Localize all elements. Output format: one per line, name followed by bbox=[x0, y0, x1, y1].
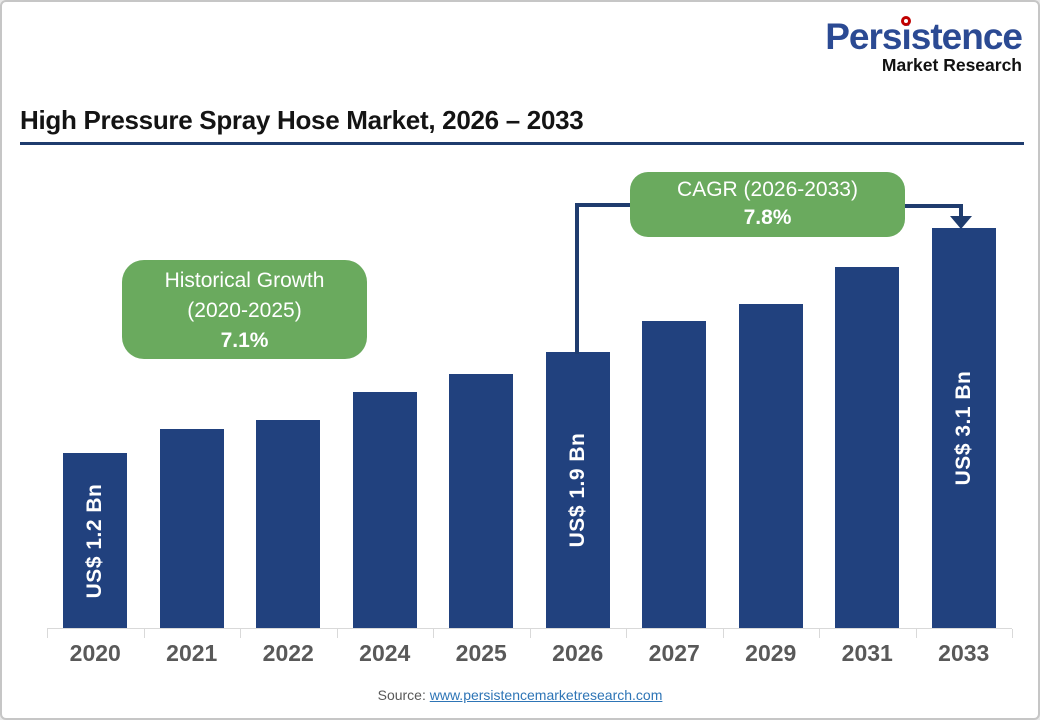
source-link[interactable]: www.persistencemarketresearch.com bbox=[429, 687, 663, 703]
cagr-value: 7.8% bbox=[743, 206, 792, 229]
year-label-2022: 2022 bbox=[262, 640, 314, 666]
axis-tick bbox=[143, 629, 145, 638]
connector-line-left-horizontal bbox=[575, 203, 632, 207]
x-axis-line bbox=[47, 628, 1012, 629]
bar-2020: US$ 1.2 Bn bbox=[63, 453, 128, 628]
source-label: Source: bbox=[377, 687, 430, 703]
year-label-2029: 2029 bbox=[745, 640, 797, 666]
year-label-2021: 2021 bbox=[166, 640, 218, 666]
bar-2021 bbox=[159, 429, 224, 628]
axis-tick bbox=[626, 629, 627, 638]
axis-tick bbox=[529, 629, 531, 638]
year-label-2025: 2025 bbox=[455, 640, 507, 666]
axis-tick bbox=[240, 629, 241, 638]
bar-2029 bbox=[738, 304, 803, 628]
bar-value-label-2033: US$ 3.1 Bn bbox=[951, 370, 975, 486]
axis-tick bbox=[1012, 629, 1013, 638]
brand-logo: Persistence Market Research bbox=[825, 16, 1023, 75]
connector-line-right-horizontal bbox=[903, 204, 963, 208]
connector-line-right-vertical bbox=[959, 204, 963, 217]
page-title: High Pressure Spray Hose Market, 2026 – … bbox=[20, 105, 584, 135]
bar-2033: US$ 3.1 Bn bbox=[931, 228, 996, 628]
title-underline bbox=[20, 142, 1024, 145]
year-label-2031: 2031 bbox=[841, 640, 893, 666]
historical-value: 7.1% bbox=[220, 329, 269, 352]
cagr-line1: CAGR (2026-2033) bbox=[677, 178, 858, 201]
year-label-2024: 2024 bbox=[359, 640, 411, 666]
axis-tick bbox=[722, 629, 724, 638]
year-label-2020: 2020 bbox=[69, 640, 121, 666]
historical-line1: Historical Growth bbox=[164, 269, 325, 292]
bar-2024 bbox=[352, 392, 417, 628]
bar-2026: US$ 1.9 Bn bbox=[545, 352, 610, 628]
bar-value-label-2020: US$ 1.2 Bn bbox=[83, 483, 107, 598]
source-line: Source: www.persistencemarketresearch.co… bbox=[2, 687, 1038, 703]
annotation-cagr: CAGR (2026-2033) 7.8% bbox=[630, 172, 905, 237]
axis-tick bbox=[433, 629, 434, 638]
bar-chart-plot-area: US$ 1.2 Bn US$ 1.9 Bn US$ 3.1 Bn bbox=[47, 162, 1013, 638]
axis-tick bbox=[819, 629, 820, 638]
logo-red-dot-icon: i bbox=[901, 16, 911, 57]
axis-tick bbox=[336, 629, 338, 638]
bar-2025 bbox=[449, 374, 514, 628]
logo-wordmark: Persistence bbox=[825, 16, 1023, 57]
axis-tick bbox=[915, 629, 917, 638]
axis-tick bbox=[47, 629, 48, 638]
logo-subtitle: Market Research bbox=[881, 55, 1022, 75]
bar-2022 bbox=[256, 420, 321, 628]
x-axis-labels: 2020 2021 2022 2024 2025 2026 2027 2029 2031 2033 bbox=[47, 640, 1012, 667]
annotation-historical-growth: Historical Growth (2020-2025) 7.1% bbox=[122, 260, 367, 359]
arrow-down-icon bbox=[950, 216, 972, 229]
historical-line2: (2020-2025) bbox=[187, 299, 302, 322]
year-label-2026: 2026 bbox=[552, 640, 604, 666]
year-label-2027: 2027 bbox=[648, 640, 700, 666]
bar-2031 bbox=[835, 267, 900, 628]
bar-value-label-2026: US$ 1.9 Bn bbox=[565, 432, 589, 548]
year-label-2033: 2033 bbox=[938, 640, 990, 666]
bar-2027 bbox=[642, 321, 707, 628]
connector-line-left-vertical bbox=[575, 203, 579, 354]
